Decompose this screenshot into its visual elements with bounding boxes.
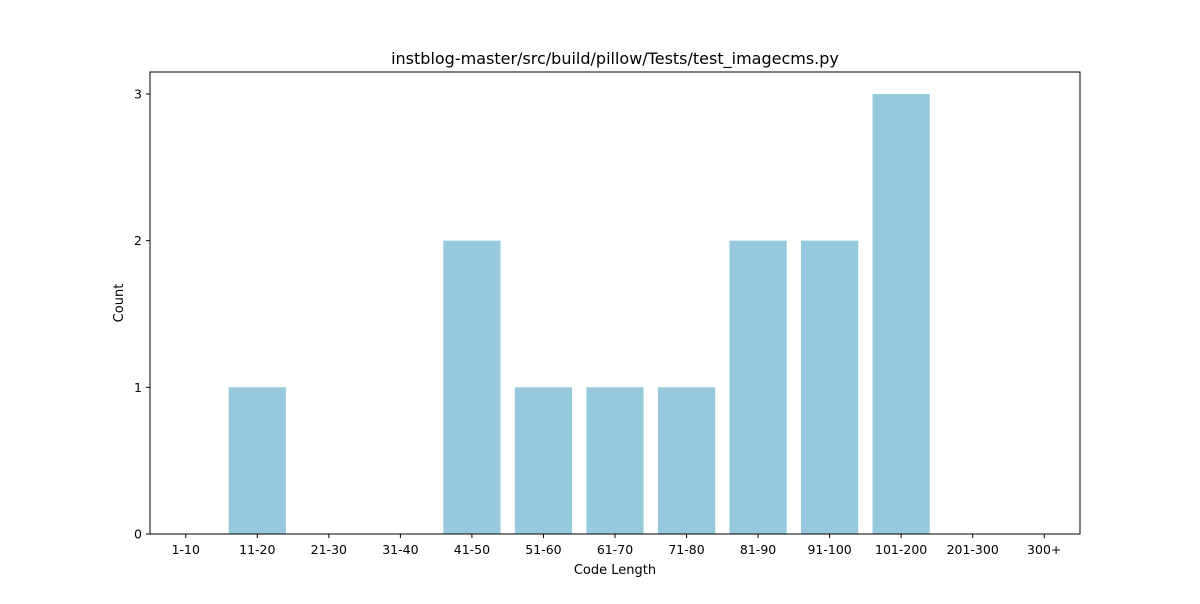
x-tick-label: 11-20: [239, 542, 275, 557]
x-tick-label: 71-80: [668, 542, 704, 557]
bars: [228, 94, 930, 534]
x-tick-label: 300+: [1027, 542, 1061, 557]
bar-51-60: [514, 387, 573, 534]
x-tick-label: 91-100: [807, 542, 851, 557]
bar-71-80: [657, 387, 716, 534]
bar-41-50: [443, 240, 501, 534]
bar-101-200: [872, 94, 930, 534]
chart-title: instblog-master/src/build/pillow/Tests/t…: [391, 49, 839, 69]
y-tick-label: 1: [134, 380, 142, 395]
x-tick-label: 31-40: [382, 542, 418, 557]
x-tick-label: 41-50: [454, 542, 490, 557]
x-tick-label: 101-200: [875, 542, 927, 557]
y-axis-ticks: 0 1 2 3: [134, 87, 150, 542]
y-tick-label: 0: [134, 527, 142, 542]
x-axis-ticks: 1-10 11-20 21-30 31-40 41-50 51-60 61-70 71-80 8…: [172, 534, 1061, 557]
bar-81-90: [729, 240, 787, 534]
x-axis-label: Code Length: [574, 563, 656, 578]
y-axis-label: Count: [112, 284, 127, 323]
x-tick-label: 21-30: [311, 542, 347, 557]
x-tick-label: 81-90: [740, 542, 776, 557]
bar-11-20: [228, 387, 286, 534]
y-tick-label: 2: [134, 233, 142, 248]
bar-61-70: [586, 387, 644, 534]
bar-91-100: [801, 240, 859, 534]
x-tick-label: 61-70: [597, 542, 633, 557]
x-tick-label: 201-300: [947, 542, 999, 557]
y-tick-label: 3: [134, 87, 142, 102]
x-tick-label: 1-10: [172, 542, 200, 557]
x-tick-label: 51-60: [525, 542, 561, 557]
